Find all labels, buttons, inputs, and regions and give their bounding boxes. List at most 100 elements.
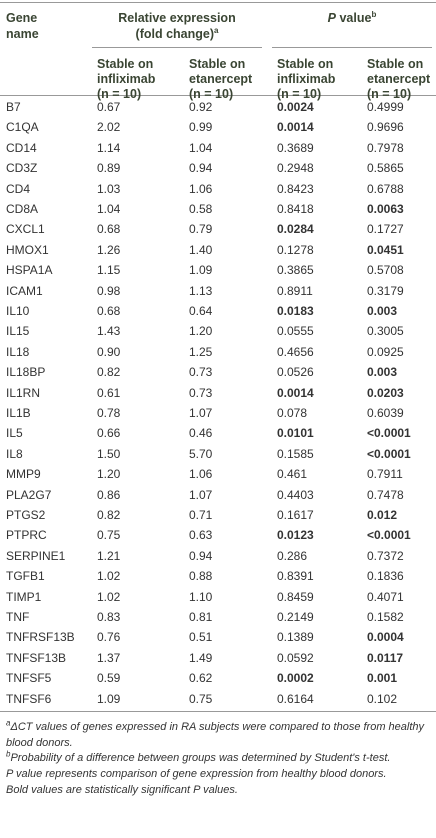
gene-name: IL1RN <box>6 385 41 400</box>
cell-value: 0.461 <box>277 467 308 482</box>
cell-value: 1.50 <box>97 446 121 461</box>
cell-value: 1.06 <box>189 181 213 196</box>
cell-value: 0.0555 <box>277 324 314 339</box>
cell-value: 0.7372 <box>367 548 404 563</box>
cell-value: 0.0526 <box>277 365 314 380</box>
cell-value: 0.2149 <box>277 610 314 624</box>
cell-value: 0.8911 <box>277 283 313 298</box>
footnote-marker: b <box>371 9 377 19</box>
footnote: bProbability of a difference between gro… <box>6 749 430 767</box>
gene-name: PLA2G7 <box>6 487 52 502</box>
cell-value: 0.5865 <box>367 161 404 176</box>
cell-value: 0.92 <box>189 100 213 114</box>
group-rule <box>272 47 432 48</box>
cell-value: 0.0101 <box>277 426 314 441</box>
cell-value: 2.02 <box>97 120 121 135</box>
subcolumn-header: (n = 10) <box>97 87 142 101</box>
gene-name: MMP9 <box>6 467 41 482</box>
cell-value: 0.003 <box>367 365 398 380</box>
header-p-value: P valueb <box>272 10 432 26</box>
subcolumn-header: (n = 10) <box>367 87 412 101</box>
cell-value: 0.0284 <box>277 222 314 237</box>
cell-value: 0.68 <box>97 222 121 237</box>
footnote-marker: b <box>6 749 11 759</box>
subcolumn-header: (n = 10) <box>189 87 234 101</box>
cell-value: 0.1278 <box>277 242 314 257</box>
gene-name: TNFSF13B <box>6 650 67 665</box>
cell-value: 1.43 <box>97 324 121 339</box>
cell-value: 0.1389 <box>277 630 314 645</box>
footnote-text: ΔCT values of genes expressed in RA subj… <box>6 721 425 749</box>
cell-value: 0.81 <box>189 610 213 624</box>
cell-value: 0.286 <box>277 548 308 563</box>
cell-value: 0.73 <box>189 385 213 400</box>
cell-value: 0.0024 <box>277 100 314 114</box>
cell-value: 0.1582 <box>367 610 404 624</box>
gene-name: TNF <box>6 610 30 624</box>
subcolumn-header: etanercept <box>367 72 431 86</box>
gene-name: IL18 <box>6 344 30 359</box>
cell-value: 1.40 <box>189 242 213 257</box>
cell-value: 1.03 <box>97 181 121 196</box>
gene-name: CD8A <box>6 202 39 216</box>
cell-value: 0.0451 <box>367 242 404 257</box>
cell-value: 0.3179 <box>367 283 404 298</box>
cell-value: 0.4071 <box>367 589 404 604</box>
subcolumn-header: (n = 10) <box>277 87 322 101</box>
cell-value: 0.88 <box>189 569 213 584</box>
cell-value: 0.94 <box>189 548 213 563</box>
cell-value: 0.90 <box>97 344 121 359</box>
header-gene: Gene <box>6 11 38 25</box>
gene-name: B7 <box>6 100 21 114</box>
cell-value: 0.8423 <box>277 181 314 196</box>
cell-value: 0.003 <box>367 304 398 318</box>
gene-name: CD14 <box>6 140 37 155</box>
cell-value: 0.0203 <box>367 385 404 400</box>
gene-name: PTGS2 <box>6 508 46 522</box>
gene-name: HSPA1A <box>6 263 53 278</box>
cell-value: 0.73 <box>189 365 213 380</box>
gene-name: IL1B <box>6 406 31 420</box>
group-rule <box>92 47 262 48</box>
gene-name: TNFSF6 <box>6 691 52 706</box>
cell-value: 0.89 <box>97 161 121 176</box>
subcolumn-header: etanercept <box>189 72 253 86</box>
footnote-text: Probability of a difference between grou… <box>10 752 391 764</box>
cell-value: 0.3005 <box>367 324 404 339</box>
cell-value: 0.7978 <box>367 140 404 155</box>
cell-value: 1.04 <box>189 140 213 155</box>
cell-value: 0.82 <box>97 365 121 380</box>
cell-value: 0.0592 <box>277 650 314 665</box>
cell-value: 0.86 <box>97 487 121 502</box>
gene-name: CXCL1 <box>6 222 45 237</box>
cell-value: 0.66 <box>97 426 121 441</box>
header-gene: name <box>6 27 39 41</box>
header-relative: (fold change)a <box>135 25 219 41</box>
gene-name: CD4 <box>6 181 31 196</box>
footnote-marker: a <box>214 25 219 35</box>
header-relative: Relative expression <box>118 11 236 25</box>
cell-value: 0.51 <box>189 630 213 645</box>
cell-value: 0.0117 <box>367 650 404 665</box>
cell-value: 0.75 <box>189 691 213 706</box>
cell-value: 0.0004 <box>367 630 404 645</box>
note: Bold values are statistically significan… <box>6 784 238 796</box>
cell-value: 0.61 <box>97 385 121 400</box>
cell-value: 0.58 <box>189 202 213 216</box>
note: P value represents comparison of gene ex… <box>6 768 387 780</box>
cell-value: 0.0063 <box>367 202 404 216</box>
cell-value: <0.0001 <box>367 528 411 543</box>
cell-value: 1.49 <box>189 650 213 665</box>
cell-value: 1.06 <box>189 467 213 482</box>
cell-value: 0.0002 <box>277 671 314 686</box>
cell-value: 0.62 <box>189 671 213 686</box>
cell-value: 1.37 <box>97 650 121 665</box>
cell-value: 0.1727 <box>367 222 404 237</box>
cell-value: 0.0183 <box>277 304 314 318</box>
cell-value: 1.25 <box>189 344 213 359</box>
cell-value: <0.0001 <box>367 426 411 441</box>
gene-name: TNFRSF13B <box>6 630 75 645</box>
subcolumn-header: Stable on <box>367 57 424 71</box>
gene-name: ICAM1 <box>6 283 43 298</box>
